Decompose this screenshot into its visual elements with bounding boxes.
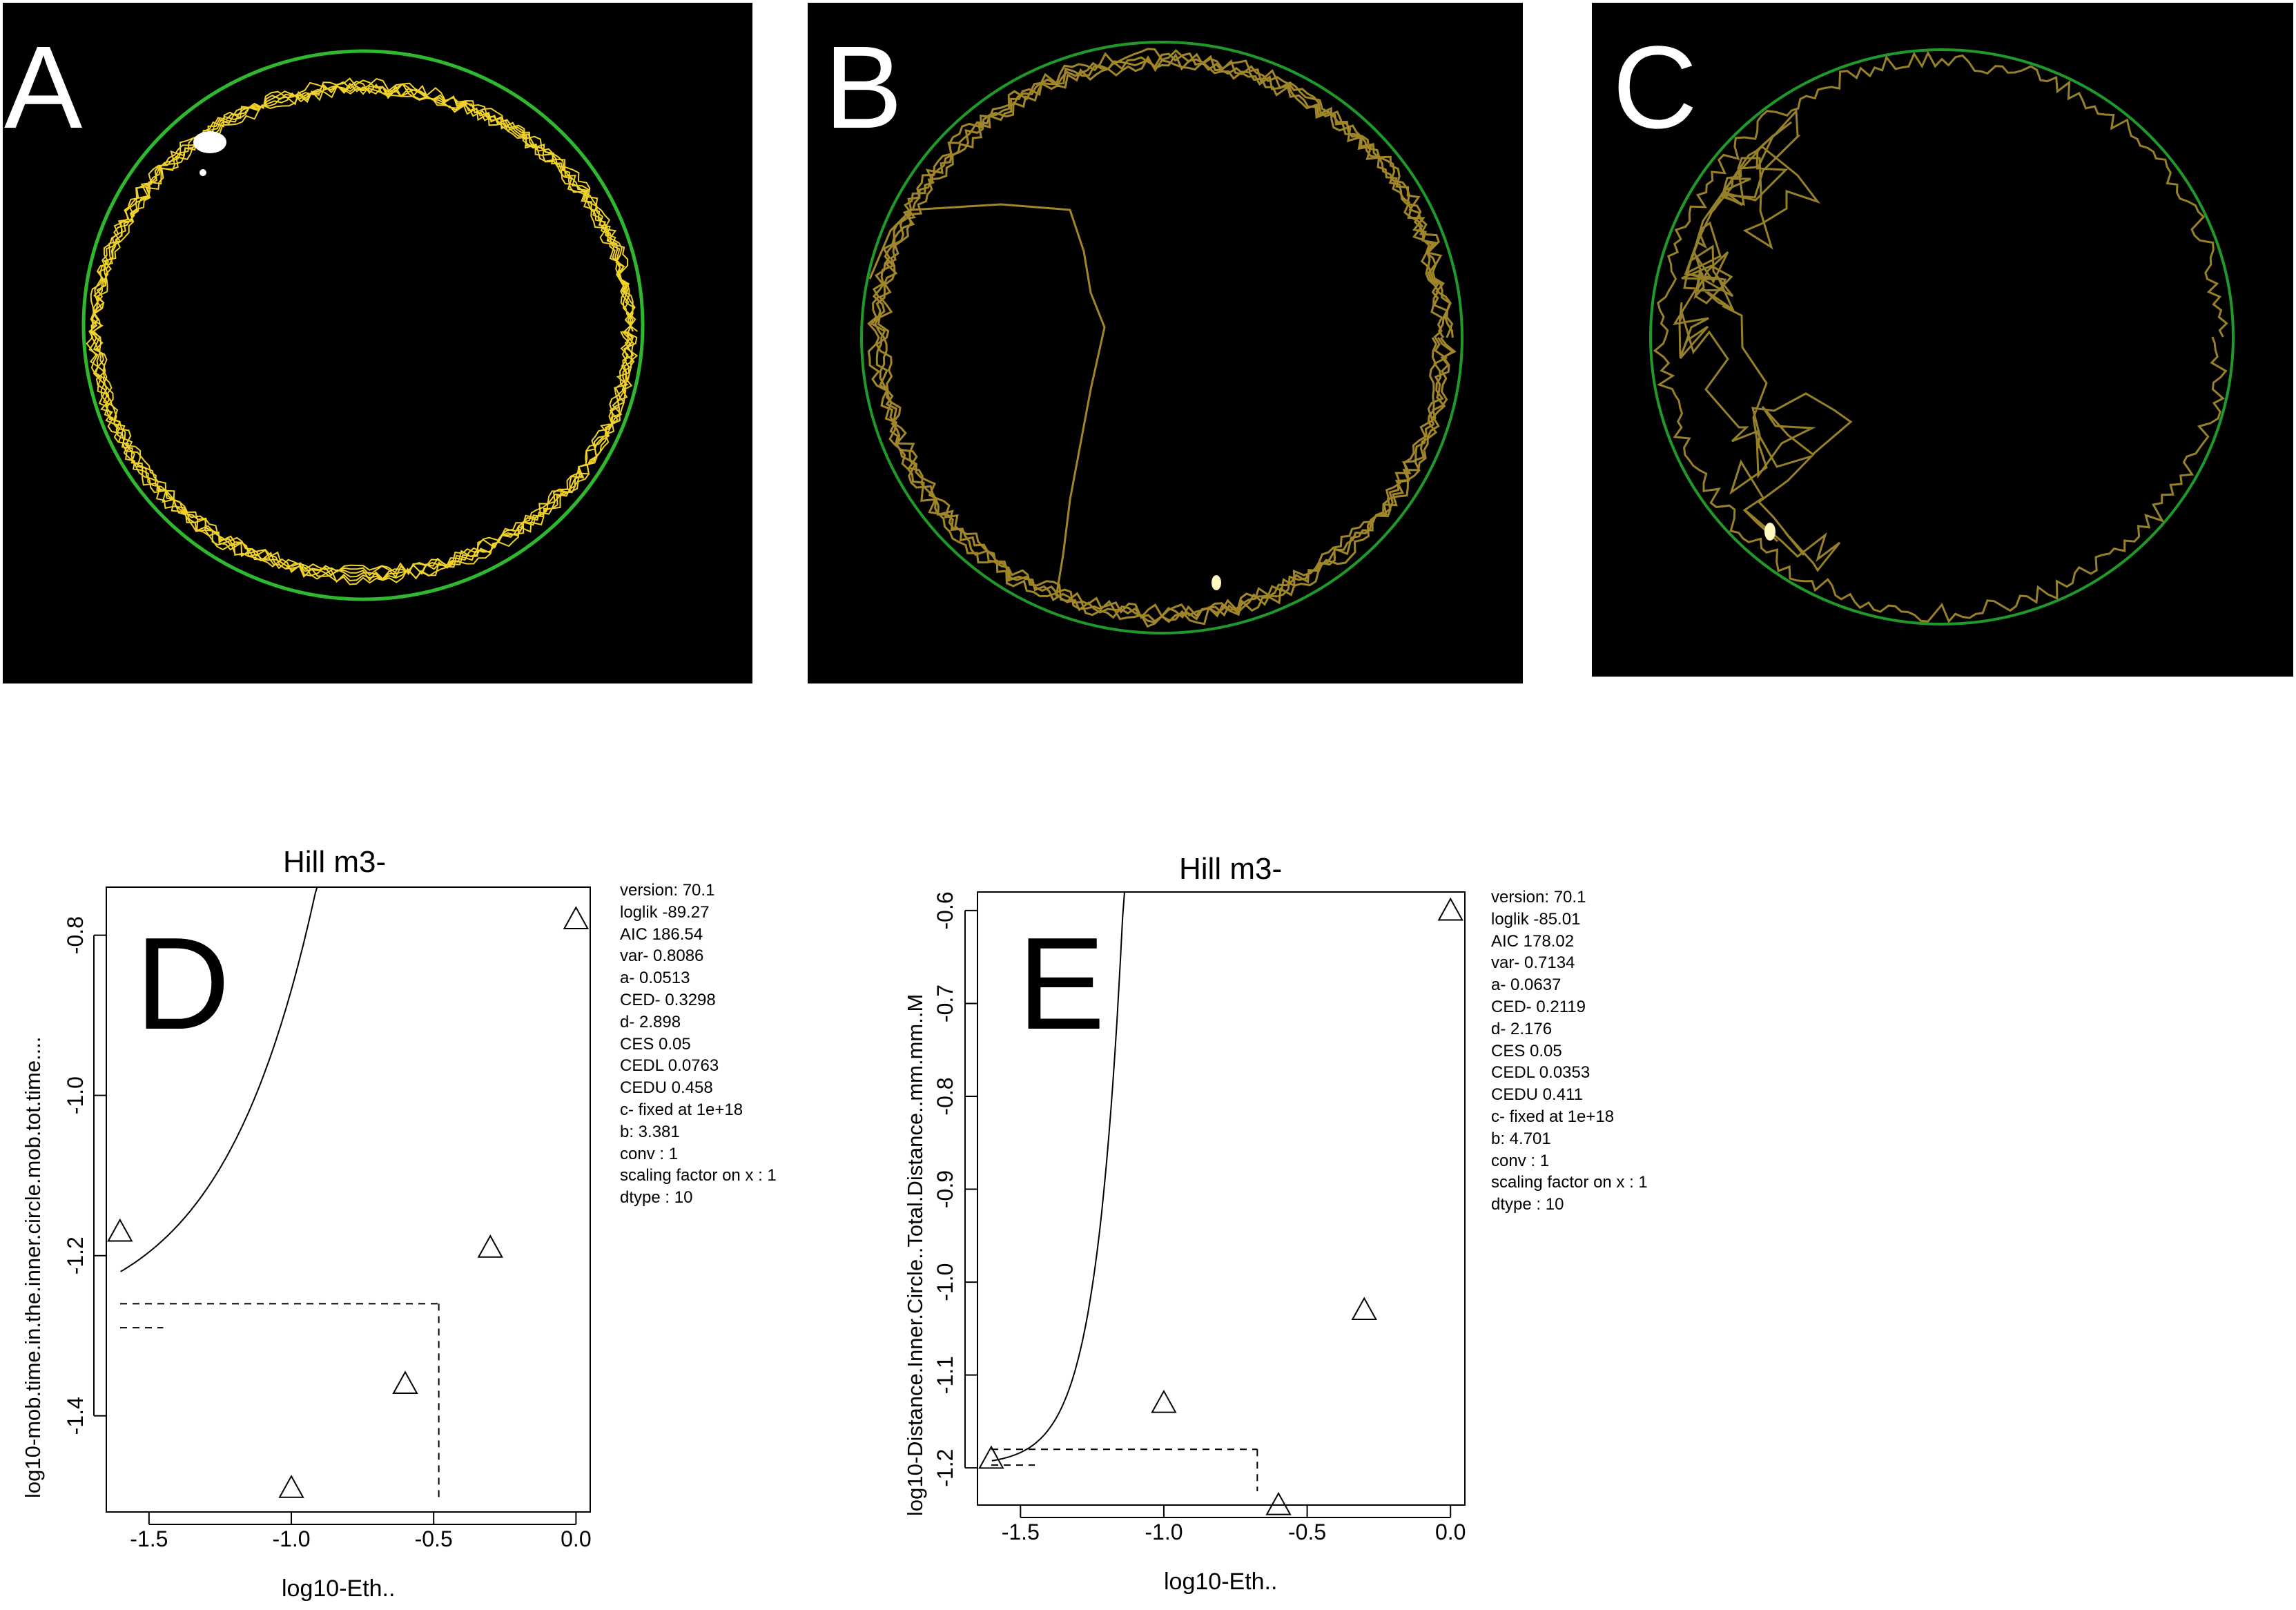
arena-boundary-c (1649, 48, 2235, 625)
panel-letter-c: C (1613, 22, 1697, 153)
chart-letter-e: E (1018, 911, 1105, 1057)
stat-line: CEDU 0.458 (620, 1078, 713, 1098)
data-point-e (1437, 897, 1463, 921)
stat-line: scaling factor on x : 1 (620, 1166, 777, 1185)
panel-letter-a: A (4, 22, 83, 153)
stat-line: c- fixed at 1e+18 (1491, 1107, 1615, 1126)
stat-line: a- 0.0637 (1491, 976, 1562, 995)
x-tick-label: -1.0 (1145, 1520, 1183, 1544)
stat-line: CEDL 0.0353 (1491, 1063, 1590, 1083)
stat-line: c- fixed at 1e+18 (620, 1100, 743, 1119)
track-path-b (875, 55, 1443, 620)
stat-line: var- 0.7134 (1491, 953, 1575, 973)
stat-line: d- 2.898 (620, 1012, 681, 1031)
arena-panel-c: C (1592, 3, 2293, 677)
y-tick-label: -1.1 (933, 1356, 957, 1394)
arena-boundary-a (81, 49, 645, 601)
track-path-c (1653, 50, 2228, 623)
y-tick-label: -0.7 (933, 985, 957, 1022)
stat-line: scaling factor on x : 1 (1491, 1173, 1648, 1192)
chart-letter-d: D (135, 911, 231, 1057)
fitted-curve (120, 886, 318, 1272)
data-point-d (392, 1370, 418, 1394)
y-tick-label: -1.2 (933, 1449, 957, 1487)
track-path-c-inner (1673, 108, 1853, 572)
track-path-a (93, 85, 632, 576)
stat-line: AIC 186.54 (620, 924, 703, 944)
stat-line: CEDL 0.0763 (620, 1056, 719, 1076)
stat-line: conv : 1 (620, 1144, 679, 1163)
stat-line: AIC 178.02 (1491, 931, 1575, 951)
stat-line: b: 3.381 (620, 1122, 680, 1141)
arena-boundary-b (860, 41, 1463, 634)
data-point-d (107, 1218, 133, 1242)
data-point-d (477, 1234, 503, 1258)
stat-line: version: 70.1 (620, 881, 715, 900)
y-tick-label: -1.4 (63, 1397, 88, 1435)
chart-e-x-axis-title: log10-Eth.. (1164, 1569, 1278, 1595)
chart-d-title: Hill m3- (283, 845, 387, 879)
animal-dot-a (200, 169, 206, 176)
animal-marker-c (1764, 523, 1775, 541)
stat-line: CEDU 0.411 (1491, 1085, 1583, 1105)
x-tick-label: -0.5 (415, 1526, 453, 1551)
chart-d-x-axis-title: log10-Eth.. (282, 1575, 396, 1602)
track-path-b (874, 52, 1449, 623)
y-tick-label: -1.0 (63, 1076, 88, 1114)
stat-line: loglik -85.01 (1491, 909, 1581, 929)
data-point-e (1265, 1491, 1292, 1515)
stat-line: CES 0.05 (620, 1034, 691, 1054)
chart-e-stats: version: 70.1 loglik -85.01 AIC 178.02 var-… (1491, 886, 1648, 1216)
fitted-curve (991, 891, 1125, 1462)
stat-line: var- 0.8086 (620, 947, 704, 966)
y-tick-label: -0.9 (933, 1170, 957, 1208)
y-tick-label: -1.2 (63, 1236, 88, 1274)
x-tick-label: -0.5 (1288, 1520, 1326, 1544)
chart-d-stats: version: 70.1 loglik -89.27 AIC 186.54 var-… (620, 880, 777, 1209)
track-path-b-inner (868, 203, 1106, 597)
plot-frame (977, 891, 1466, 1506)
y-tick-label: -0.8 (933, 1077, 957, 1115)
stat-line: CES 0.05 (1491, 1041, 1562, 1060)
stat-line: dtype : 10 (620, 1188, 693, 1208)
x-tick-label: -1.0 (272, 1526, 310, 1551)
x-tick-label: 0.0 (561, 1526, 591, 1551)
arena-panel-a: A (3, 3, 752, 683)
stat-line: b: 4.701 (1491, 1129, 1551, 1148)
plot-frame (106, 886, 591, 1513)
y-tick-label: -0.6 (933, 891, 957, 929)
arena-panel-b: B (808, 3, 1523, 683)
arena-b-svg (860, 41, 1463, 634)
stat-line: conv : 1 (1491, 1151, 1550, 1170)
data-point-e (1351, 1297, 1377, 1321)
data-point-d (563, 906, 590, 930)
arena-c-svg (1649, 48, 2235, 625)
x-tick-label: 0.0 (1435, 1520, 1466, 1544)
stat-line: loglik -89.27 (620, 902, 710, 922)
stat-line: d- 2.176 (1491, 1019, 1553, 1038)
data-point-e (1151, 1389, 1177, 1413)
x-tick-label: -1.5 (130, 1526, 168, 1551)
y-tick-label: -1.0 (933, 1263, 957, 1301)
chart-e-y-axis-title: log10-Distance.Inner.Circle..Total.Dista… (903, 993, 927, 1516)
panel-letter-b: B (824, 22, 903, 153)
arena-a-svg (81, 49, 645, 601)
stat-line: a- 0.0513 (620, 969, 690, 988)
animal-marker-b (1212, 575, 1221, 590)
chart-e-title: Hill m3- (1179, 852, 1283, 886)
y-tick-label: -0.8 (63, 916, 88, 954)
x-tick-label: -1.5 (1002, 1520, 1040, 1544)
data-point-e (978, 1445, 1004, 1469)
track-path-b (867, 48, 1457, 628)
animal-marker-a (193, 131, 226, 153)
stat-line: CED- 0.3298 (620, 990, 716, 1009)
data-point-d (278, 1475, 304, 1498)
stat-line: version: 70.1 (1491, 888, 1586, 906)
stat-line: CED- 0.2119 (1491, 997, 1586, 1016)
stat-line: dtype : 10 (1491, 1195, 1564, 1214)
